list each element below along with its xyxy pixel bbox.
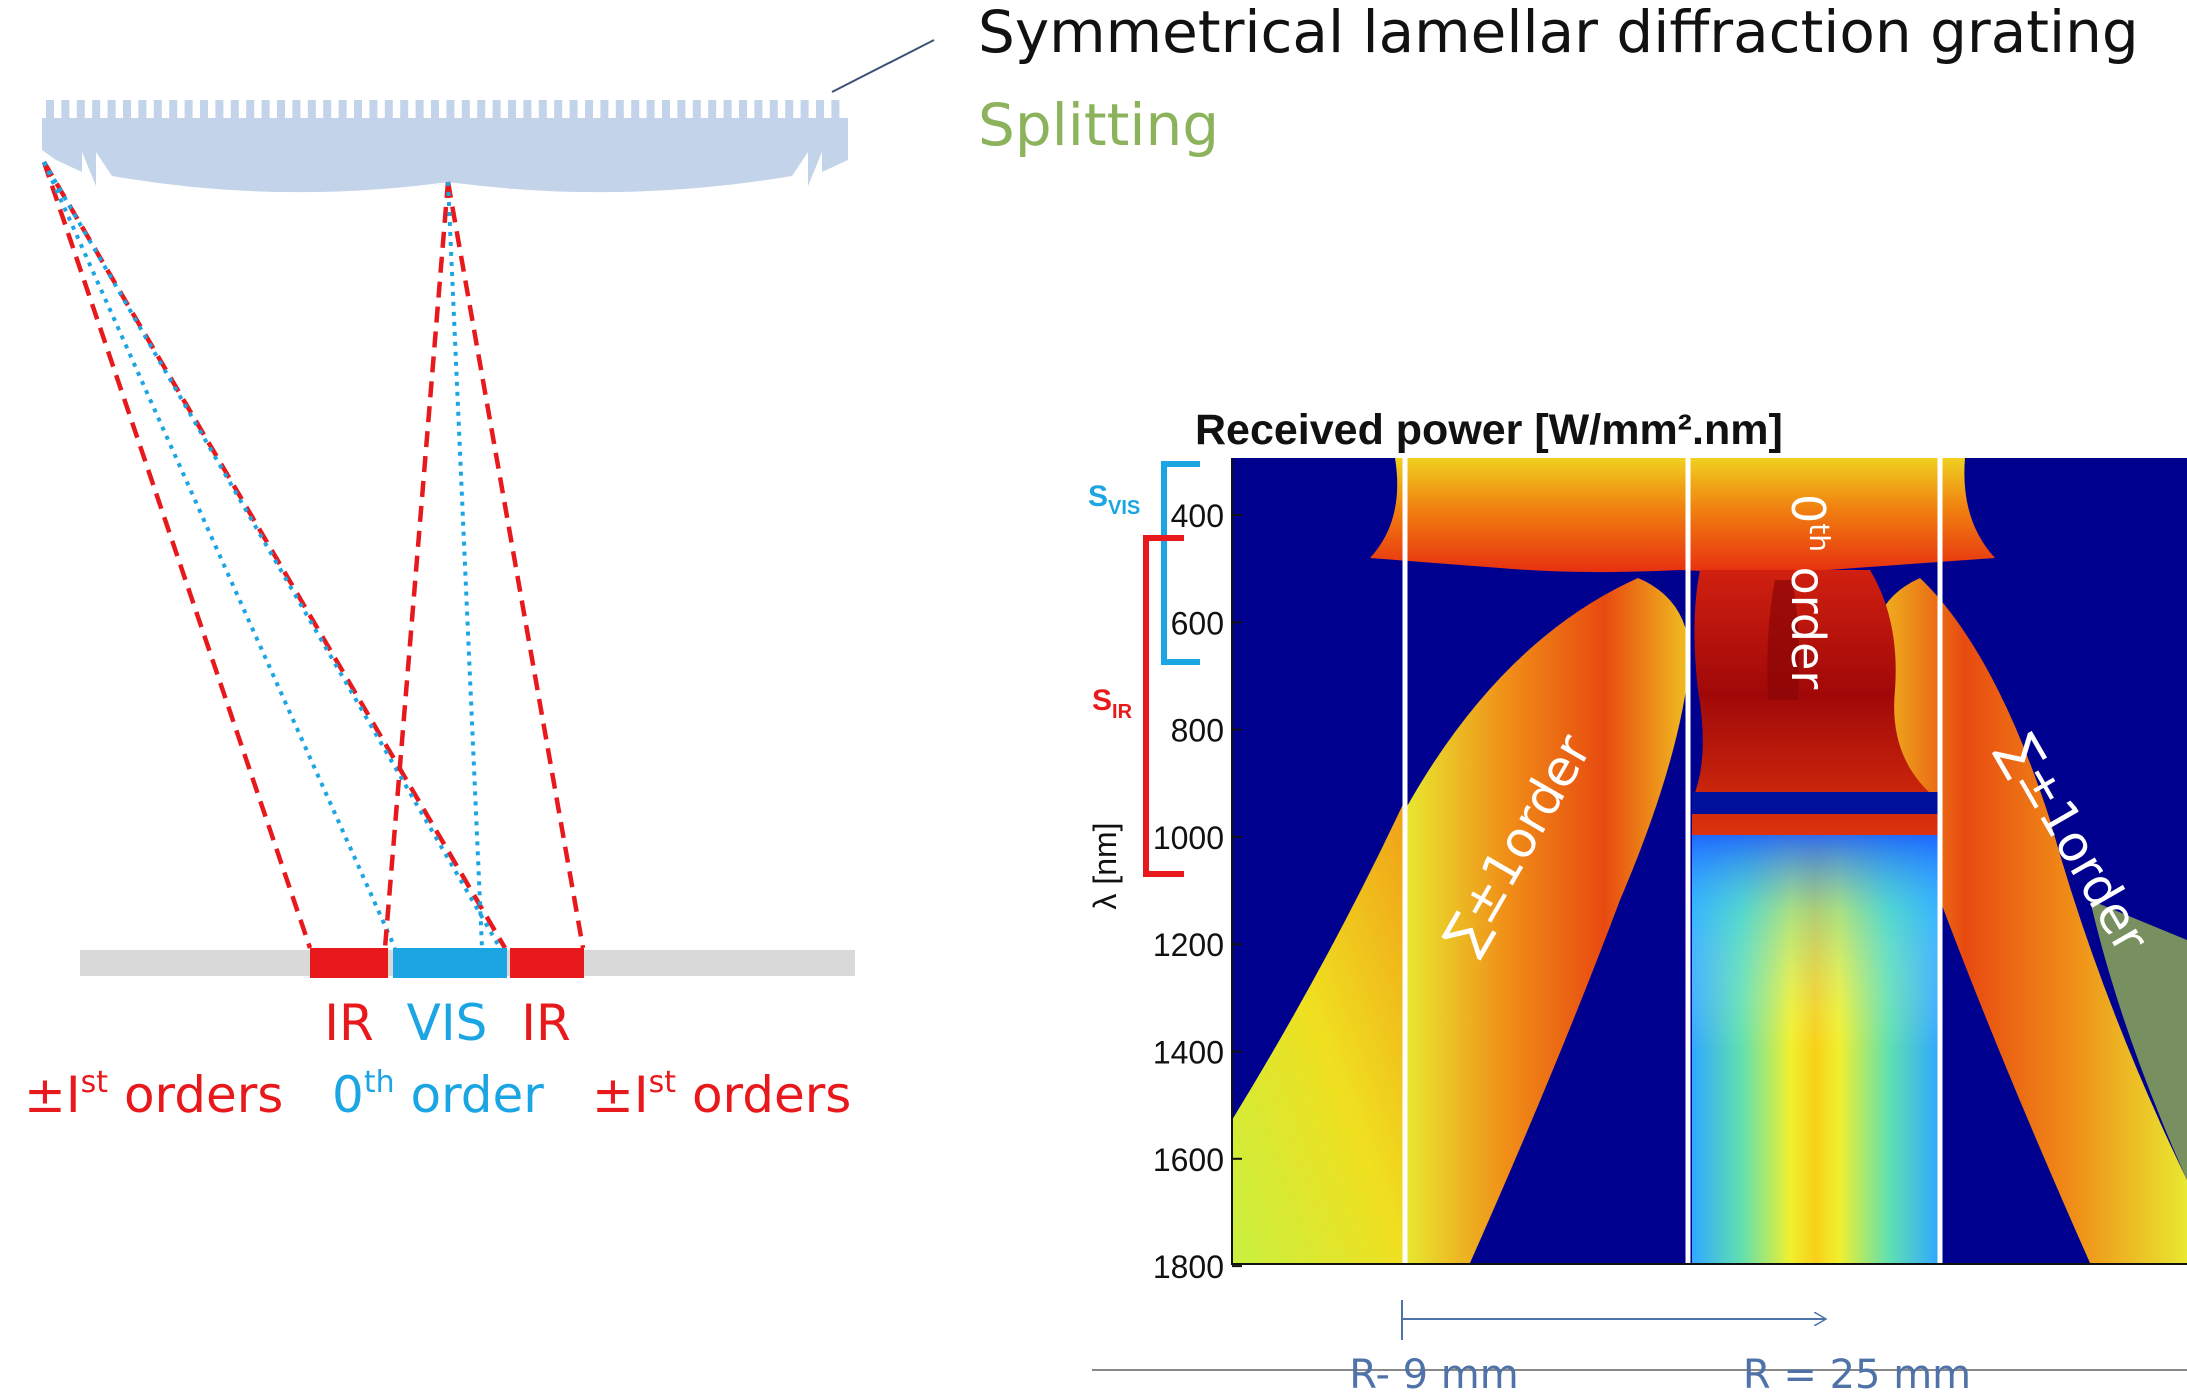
chart-title: Received power [W/mm².nm] <box>1195 406 1783 454</box>
y-tick-label: 1400 <box>1153 1035 1224 1071</box>
ray-paths <box>41 160 586 950</box>
s-ir-bracket <box>1143 535 1184 877</box>
grating-tooth <box>708 100 717 120</box>
grating-tooth <box>169 100 178 120</box>
grating-tooth <box>523 100 532 120</box>
grating-tooth <box>246 100 255 120</box>
grating-tooth <box>384 100 393 120</box>
grating-tooth <box>831 100 840 120</box>
grating-tooth <box>538 100 547 120</box>
grating-tooth <box>230 100 239 120</box>
grating-tooth <box>61 100 70 120</box>
grating-tooth <box>800 100 809 120</box>
y-axis-ticks: 400 600 800 1000 1200 1400 1600 1800 <box>1153 498 1242 1285</box>
ir-band-left <box>310 948 388 978</box>
ir-band-right <box>510 948 584 978</box>
heatmap <box>1232 458 2187 1263</box>
grating-tooth <box>261 100 270 120</box>
grating-tooth <box>338 100 347 120</box>
grating-tooth <box>492 100 501 120</box>
grating-tooth <box>631 100 640 120</box>
grating-tooth <box>677 100 686 120</box>
grating-tooth <box>769 100 778 120</box>
label-ir-left: IR <box>324 994 374 1052</box>
grating-tooth <box>723 100 732 120</box>
grating-tooth <box>615 100 624 120</box>
vis-band-center <box>393 948 507 978</box>
grating-tooth <box>461 100 470 120</box>
grating-tooth <box>307 100 316 120</box>
grating-tooth <box>184 100 193 120</box>
grating-tooth <box>585 100 593 120</box>
grating-tooth <box>739 100 747 120</box>
grating-tooth <box>92 100 101 120</box>
zero-order-annotation: 0th order <box>1781 494 1836 689</box>
order-label-right: ±Ist orders <box>592 1065 851 1124</box>
grating-tooth <box>277 100 285 120</box>
grating-tooth <box>369 100 378 120</box>
grating-tooth <box>446 100 455 120</box>
grating-tooth <box>46 100 54 120</box>
order-label-center: 0th order <box>332 1065 544 1124</box>
grating-tooth <box>431 100 439 120</box>
y-tick-label: 600 <box>1171 605 1224 641</box>
s-vis-bracket <box>1161 461 1200 665</box>
grating-tooth <box>153 100 162 120</box>
grating-tooth <box>215 100 224 120</box>
s-vis-label: SVIS <box>1088 480 1140 519</box>
page-subtitle: Splitting <box>978 91 1219 159</box>
grating-tooth <box>292 100 301 120</box>
grating-tooth <box>477 100 486 120</box>
y-tick-label: 400 <box>1171 498 1224 534</box>
grating-tooth <box>354 100 362 120</box>
grating-tooth <box>123 100 131 120</box>
r-label-left: R- 9 mm <box>1349 1352 1518 1395</box>
grating-tooth <box>816 100 824 120</box>
order-label-left: ±Ist orders <box>24 1065 283 1124</box>
page-title: Symmetrical lamellar diffraction grating <box>978 0 2139 66</box>
diffraction-grating <box>42 100 848 193</box>
grating-tooth <box>107 100 116 120</box>
y-tick-label: 1800 <box>1153 1249 1224 1285</box>
grating-tooth <box>323 100 332 120</box>
grating-tooth <box>138 100 147 120</box>
s-ir-label: SIR <box>1092 684 1133 723</box>
grating-tooth <box>569 100 578 120</box>
label-ir-right: IR <box>521 994 571 1052</box>
grating-tooth <box>646 100 655 120</box>
r-label-right: R = 25 mm <box>1743 1352 1971 1395</box>
grating-tooth <box>200 100 208 120</box>
y-tick-label: 1200 <box>1153 927 1224 963</box>
title-leader-line <box>831 39 935 93</box>
label-vis-center: VIS <box>407 994 488 1052</box>
grating-tooth <box>415 100 424 120</box>
grating-tooth <box>554 100 563 120</box>
grating-tooth <box>692 100 701 120</box>
y-tick-label: 800 <box>1171 713 1224 749</box>
grating-tooth <box>754 100 763 120</box>
y-tick-label: 1000 <box>1153 820 1224 856</box>
grating-tooth <box>600 100 609 120</box>
grating-tooth <box>785 100 794 120</box>
y-axis-label: λ [nm] <box>1087 822 1123 909</box>
grating-tooth <box>400 100 409 120</box>
grating-tooth <box>508 100 516 120</box>
grating-tooth <box>662 100 670 120</box>
grating-tooth <box>76 100 85 120</box>
y-tick-label: 1600 <box>1153 1142 1224 1178</box>
